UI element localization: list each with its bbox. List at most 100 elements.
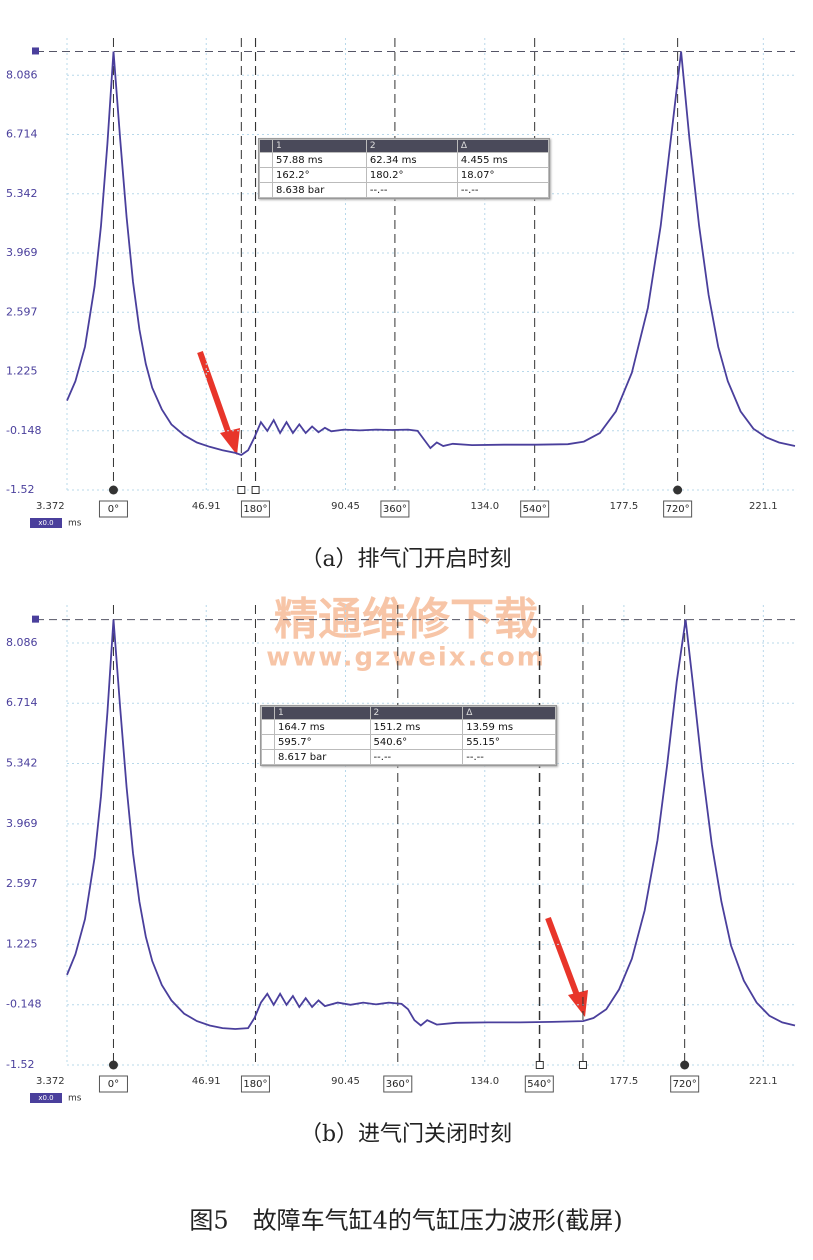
y-tick-label: 3.969	[6, 246, 38, 259]
y-tick-label: 3.969	[6, 817, 38, 830]
cursor-box	[251, 486, 260, 494]
cursor-box	[535, 1061, 544, 1069]
waveform	[66, 51, 796, 457]
y-tick-label: -1.52	[6, 1058, 34, 1071]
arrow	[545, 916, 588, 1017]
table-cell: Δ	[462, 706, 556, 720]
table-cell: --.--	[365, 182, 458, 198]
marker-box	[520, 500, 550, 518]
row-icon	[261, 706, 275, 720]
chart-caption: （a）排气门开启时刻	[300, 547, 511, 572]
arrow	[197, 351, 240, 455]
table-cell: 1	[272, 139, 367, 153]
table-cell: --.--	[456, 182, 550, 198]
row-icon	[261, 749, 275, 765]
table-cell: --.--	[462, 749, 556, 765]
cursor-box	[237, 486, 246, 494]
cursor-table: 1 2 Δ 164.7 ms 151.2 ms 13.59 ms 595.7° 540.6° 5…	[260, 705, 557, 766]
marker-label: 0°	[108, 1079, 119, 1090]
marker-box	[524, 1075, 554, 1093]
marker-dot	[108, 485, 118, 495]
x-tick-label: 134.0	[470, 1076, 499, 1087]
zoom-badge	[30, 518, 62, 528]
table-cell: 13.59 ms	[462, 719, 556, 735]
marker-dot	[673, 485, 683, 495]
marker-label: 180°	[243, 504, 267, 515]
row-icon	[259, 167, 273, 183]
marker-label: 540°	[523, 504, 547, 515]
y-tick-label: 6.714	[6, 696, 38, 709]
marker-dot	[108, 1060, 118, 1070]
y-tick-label: 2.597	[6, 877, 38, 890]
marker-box	[383, 1075, 413, 1093]
y-tick-label: 1.225	[6, 937, 38, 950]
y-tick-label: 5.342	[6, 187, 38, 200]
cursor-handle	[32, 47, 39, 55]
table-cell: 8.638 bar	[272, 182, 367, 198]
table-cell: 151.2 ms	[369, 719, 464, 735]
cursor-handle	[32, 615, 39, 623]
zoom-label: x0.0	[38, 519, 53, 527]
marker-label: 540°	[527, 1079, 551, 1090]
cursor-box	[578, 1061, 587, 1069]
y-tick-label: 8.086	[6, 636, 38, 649]
table-cell: 18.07°	[456, 167, 550, 183]
marker-label: 360°	[386, 1079, 410, 1090]
marker-box	[670, 1075, 700, 1093]
y-tick-label: -0.148	[6, 998, 41, 1011]
table-cell: 8.617 bar	[274, 749, 371, 765]
x-tick-label: 90.45	[331, 501, 360, 512]
table-cell: 1	[274, 706, 371, 720]
x-tick-label: 3.372	[36, 1076, 65, 1087]
x-tick-label: 3.372	[36, 501, 65, 512]
y-tick-label: 8.086	[6, 68, 38, 81]
table-cell: 595.7°	[274, 734, 371, 750]
table-cell: 180.2°	[365, 167, 458, 183]
x-tick-label: 46.91	[192, 1076, 221, 1087]
x-tick-label: 177.5	[610, 501, 639, 512]
table-cell: Δ	[456, 139, 550, 153]
row-icon	[261, 719, 275, 735]
x-tick-label: 177.5	[610, 1076, 639, 1087]
marker-label: 720°	[666, 504, 690, 515]
x-tick-label: 46.91	[192, 501, 221, 512]
marker-dot	[680, 1060, 690, 1070]
table-cell: --.--	[369, 749, 464, 765]
row-icon	[261, 734, 275, 750]
table-cell: 62.34 ms	[365, 152, 458, 168]
table-cell: 55.15°	[462, 734, 556, 750]
y-tick-label: 1.225	[6, 364, 38, 377]
table-cell: 540.6°	[369, 734, 464, 750]
row-icon	[259, 182, 273, 198]
y-tick-label: 6.714	[6, 128, 38, 141]
zoom-label: x0.0	[38, 1094, 53, 1102]
y-tick-label: -1.52	[6, 483, 34, 496]
table-cell: 4.455 ms	[456, 152, 550, 168]
table-cell: 2	[369, 706, 464, 720]
y-tick-label: -0.148	[6, 424, 41, 437]
marker-label: 720°	[673, 1079, 697, 1090]
marker-box	[663, 500, 693, 518]
marker-label: 360°	[383, 504, 407, 515]
figure-caption: 图5 故障车气缸4的气缸压力波形(截屏)	[189, 1207, 622, 1235]
zoom-badge	[30, 1093, 62, 1103]
x-tick-label: 134.0	[470, 501, 499, 512]
x-tick-label: 221.1	[749, 1076, 778, 1087]
table-cell: 162.2°	[272, 167, 367, 183]
row-icon	[259, 139, 273, 153]
row-icon	[259, 152, 273, 168]
marker-box	[240, 500, 270, 518]
cursor-table: 1 2 Δ 57.88 ms 62.34 ms 4.455 ms 162.2° 180.2° 1…	[258, 138, 550, 199]
y-tick-label: 5.342	[6, 757, 38, 770]
x-unit: ms	[68, 519, 82, 529]
y-tick-label: 2.597	[6, 305, 38, 318]
marker-box	[240, 1075, 270, 1093]
x-tick-label: 221.1	[749, 501, 778, 512]
table-cell: 164.7 ms	[274, 719, 371, 735]
marker-label: 180°	[243, 1079, 267, 1090]
watermark-url: www.gzweix.com	[266, 643, 546, 673]
x-tick-label: 90.45	[331, 1076, 360, 1087]
waveform	[66, 619, 796, 1030]
